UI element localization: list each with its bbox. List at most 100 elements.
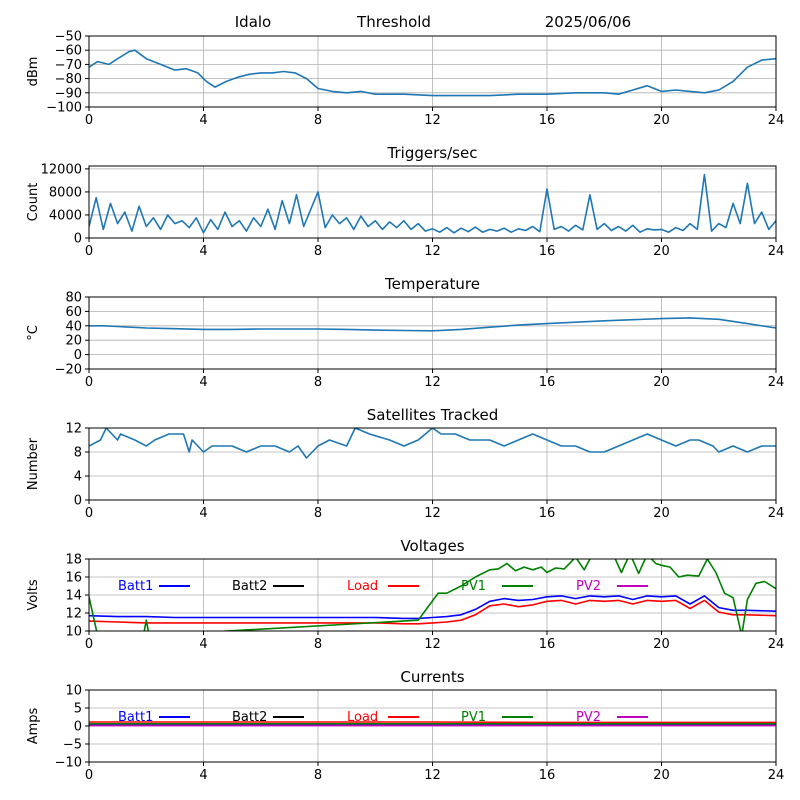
y-tick-label: −90 [55,86,82,101]
x-tick-label: 20 [653,375,670,390]
load-line [89,599,776,625]
y-tick-label: 12000 [41,162,82,177]
x-tick-label: 16 [539,375,556,390]
x-tick-label: 24 [768,768,785,783]
y-tick-label: −70 [55,58,82,73]
y-tick-label: 18 [65,553,82,568]
y-tick-label: 14 [65,589,82,604]
x-tick-label: 16 [539,113,556,128]
y-tick-label: 12 [65,422,82,437]
y-axis-label: Number [26,437,41,490]
legend-label-batt1: Batt1 [118,710,153,725]
series-group [89,559,776,631]
y-tick-label: 0 [74,348,82,363]
y-tick-label: −10 [55,756,82,771]
y-axis-label: °C [26,325,41,341]
x-tick-label: 12 [424,506,441,521]
threshold-chart: 0 4 8 12 16 20 24 −100−90−80−70−60−50 dBm [26,30,784,129]
y-tick-label: 20 [65,334,82,349]
legend-label-batt2: Batt2 [232,710,267,725]
x-tick-label: 8 [314,506,322,521]
y-tick-label: 8000 [49,185,82,200]
series-line [89,173,776,234]
y-tick-label: 4 [74,470,82,485]
y-tick-label: 12 [65,607,82,622]
y-tick-label: 16 [65,571,82,586]
x-tick-label: 4 [199,113,207,128]
x-tick-label: 24 [768,637,785,652]
x-tick-label: 16 [539,768,556,783]
y-tick-label: 40 [65,319,82,334]
y-tick-label: 60 [65,305,82,320]
x-tick-label: 4 [199,637,207,652]
x-tick-label: 8 [314,244,322,259]
y-tick-label: −5 [63,738,82,753]
x-tick-label: 24 [768,375,785,390]
x-tick-label: 16 [539,244,556,259]
chart-title: Currents [400,668,464,686]
y-tick-label: 10 [65,684,82,699]
series-line [89,49,776,97]
legend-label-load: Load [347,710,378,725]
series-group [89,721,776,727]
legend-label-batt2: Batt2 [232,579,267,594]
gridlines [88,166,777,239]
series-group [89,173,776,234]
series-group [89,49,776,97]
y-tick-label: 0 [74,494,82,509]
x-tick-label: 0 [85,375,93,390]
y-tick-label: 10 [65,625,82,640]
chart-title: Satellites Tracked [367,406,498,424]
x-tick-label: 20 [653,113,670,128]
gridlines [88,296,777,370]
legend-label-load: Load [347,579,378,594]
gridlines [88,427,777,501]
legend-label-pv2: PV2 [576,579,601,594]
y-axis-label: Count [26,183,41,222]
y-axis-label: Volts [26,579,41,611]
x-tick-label: 0 [85,768,93,783]
y-tick-label: 8 [74,446,82,461]
series-line [89,317,776,332]
chart-title: Triggers/sec [387,144,478,162]
y-tick-label: 80 [65,291,82,306]
y-tick-label: −50 [55,30,82,45]
legend-label-batt1: Batt1 [118,579,153,594]
x-tick-label: 8 [314,113,322,128]
legend: Batt1 Batt2 Load PV1 PV2 [118,710,648,725]
x-tick-label: 12 [424,244,441,259]
y-tick-label: −20 [55,363,82,378]
y-tick-label: 0 [74,720,82,735]
x-tick-label: 0 [85,113,93,128]
y-tick-label: −80 [55,72,82,87]
x-tick-label: 20 [653,244,670,259]
x-tick-label: 12 [424,375,441,390]
x-tick-label: 0 [85,506,93,521]
y-tick-label: −100 [46,101,82,116]
series-group [89,317,776,332]
legend-label-pv1: PV1 [461,710,486,725]
legend-label-pv1: PV1 [461,579,486,594]
y-axis-label: Amps [26,707,41,744]
triggers-chart: 0 4 8 12 16 20 24 0 4000 8000 12000 Triggers/sec Cou… [26,144,784,259]
x-tick-label: 12 [424,637,441,652]
x-tick-label: 12 [424,113,441,128]
y-axis-label: dBm [26,57,41,87]
x-tick-label: 0 [85,637,93,652]
series-line [89,428,776,459]
x-tick-label: 4 [199,768,207,783]
legend: Batt1 Batt2 Load PV1 PV2 [118,579,648,594]
satellites-chart: 0 4 8 12 16 20 24 0 4 8 12 Satellites Tracked Number [26,406,784,521]
x-tick-label: 16 [539,637,556,652]
x-tick-label: 4 [199,375,207,390]
series-group [89,428,776,459]
y-tick-label: 5 [74,702,82,717]
x-tick-label: 16 [539,506,556,521]
x-tick-label: 24 [768,506,785,521]
chart-title: Temperature [384,275,480,293]
x-tick-label: 24 [768,244,785,259]
x-tick-label: 20 [653,506,670,521]
